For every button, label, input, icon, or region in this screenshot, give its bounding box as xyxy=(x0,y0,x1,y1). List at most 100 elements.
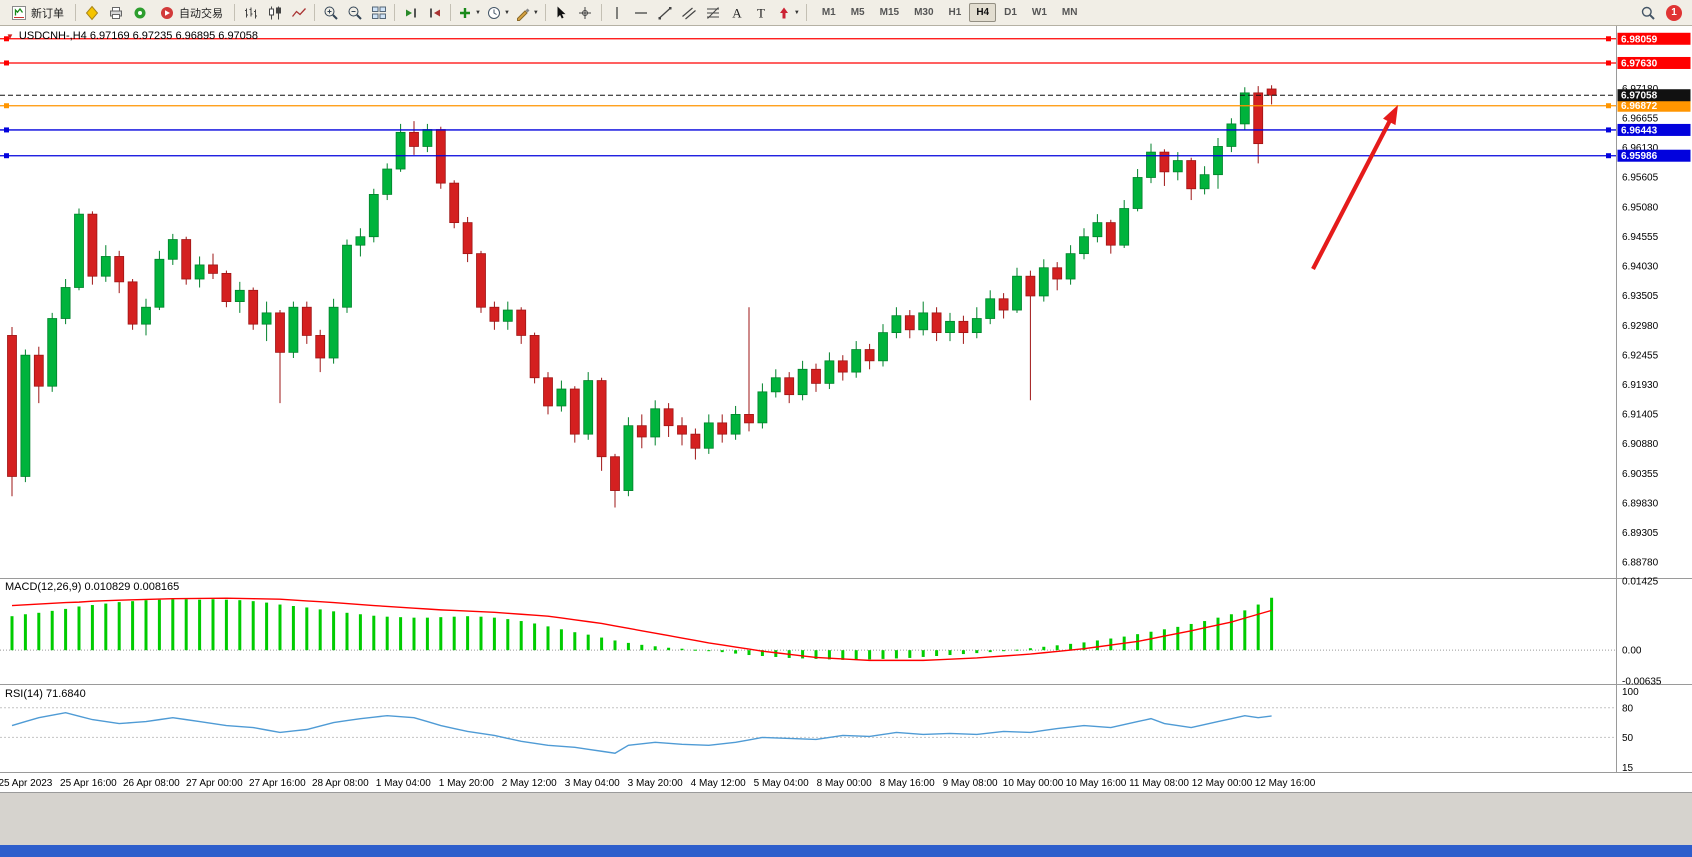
timeframe-M5[interactable]: M5 xyxy=(844,3,872,22)
timeframe-M30[interactable]: M30 xyxy=(907,3,940,22)
macd-histogram-bar xyxy=(626,642,630,651)
candle-body xyxy=(194,264,205,280)
candle-body xyxy=(1132,177,1143,209)
horizontal-line-object[interactable]: 6.96872 xyxy=(0,99,1691,113)
price-axis: 6.971806.966556.961306.956056.950806.945… xyxy=(1622,84,1659,569)
macd-histogram-bar xyxy=(774,650,778,657)
autotrading-button[interactable]: 自动交易 xyxy=(152,2,230,23)
crosshair-icon xyxy=(577,5,593,21)
horizontal-line-object[interactable]: 6.95986 xyxy=(0,149,1691,162)
macd-histogram-bar xyxy=(479,616,483,651)
taskbar[interactable] xyxy=(0,845,1692,857)
candle-body xyxy=(275,312,285,353)
timeframe-M15[interactable]: M15 xyxy=(873,3,906,22)
alerts-button[interactable] xyxy=(128,2,151,23)
macd-histogram-bar xyxy=(1243,610,1247,651)
bid-price-line: 6.97058 xyxy=(0,89,1691,102)
fibonacci-button[interactable] xyxy=(702,2,725,23)
templates-button[interactable]: ▼ xyxy=(513,2,541,23)
print-preview-button[interactable] xyxy=(104,2,127,23)
arrows-icon xyxy=(776,5,792,21)
macd-histogram-bar xyxy=(559,629,563,651)
crosshair-button[interactable] xyxy=(574,2,597,23)
bar-chart-button[interactable] xyxy=(239,2,262,23)
line-handle[interactable] xyxy=(1606,36,1611,42)
auto-scroll-button[interactable] xyxy=(399,2,422,23)
horizontal-line-button[interactable] xyxy=(630,2,653,23)
line-handle[interactable] xyxy=(4,60,9,66)
svg-text:15: 15 xyxy=(1622,763,1634,774)
price-tag xyxy=(1617,123,1691,136)
svg-text:6.96872: 6.96872 xyxy=(1621,101,1658,112)
vertical-line-icon xyxy=(609,5,625,21)
cursor-button[interactable] xyxy=(550,2,573,23)
trend-arrow-annotation[interactable] xyxy=(1311,105,1398,270)
chart-shift-button[interactable] xyxy=(423,2,446,23)
timeframe-H4[interactable]: H4 xyxy=(969,3,997,22)
vertical-line-button[interactable] xyxy=(606,2,629,23)
macd-histogram-bar xyxy=(412,617,416,651)
line-handle[interactable] xyxy=(4,127,9,133)
timeframe-M1[interactable]: M1 xyxy=(815,3,843,22)
timeframe-H1[interactable]: H1 xyxy=(942,3,969,22)
timeframe-D1[interactable]: D1 xyxy=(997,3,1024,22)
zoom-in-button[interactable] xyxy=(319,2,342,23)
line-handle[interactable] xyxy=(1606,127,1611,133)
line-handle[interactable] xyxy=(1606,103,1611,109)
horizontal-line-object[interactable]: 6.97630 xyxy=(0,56,1691,70)
svg-text:6.96443: 6.96443 xyxy=(1621,125,1658,136)
notification-badge[interactable]: 1 xyxy=(1666,4,1682,21)
macd-histogram-bar xyxy=(50,610,54,651)
candle-body xyxy=(315,335,326,359)
time-tick-label: 10 May 16:00 xyxy=(1066,778,1127,789)
time-tick-label: 1 May 04:00 xyxy=(376,778,431,789)
toolbar-right: 1 xyxy=(1636,2,1688,23)
candle-body xyxy=(248,289,259,325)
timeframe-MN[interactable]: MN xyxy=(1055,3,1085,22)
horizontal-line-object[interactable]: 6.98059 xyxy=(0,32,1691,46)
candle-body xyxy=(100,256,111,277)
candle-body xyxy=(449,182,460,224)
search-button[interactable] xyxy=(1636,2,1659,23)
candle-body xyxy=(583,380,594,435)
line-handle[interactable] xyxy=(4,36,9,42)
line-handle[interactable] xyxy=(1606,60,1611,66)
text-button[interactable]: A xyxy=(726,2,749,23)
tile-windows-icon xyxy=(371,5,387,21)
chart-canvas[interactable]: 6.971806.966556.961306.956056.950806.945… xyxy=(0,26,1692,846)
metaeditor-button[interactable] xyxy=(80,2,103,23)
candle-body xyxy=(851,349,862,373)
macd-histogram-bar xyxy=(23,614,27,651)
channel-button[interactable] xyxy=(678,2,701,23)
line-chart-button[interactable] xyxy=(287,2,310,23)
timeframe-W1[interactable]: W1 xyxy=(1025,3,1054,22)
macd-histogram-bar xyxy=(533,623,537,651)
horizontal-line-object[interactable]: 6.96443 xyxy=(0,123,1691,137)
toolbar-separator xyxy=(75,4,76,21)
macd-histogram-bar xyxy=(452,616,456,651)
time-axis: 25 Apr 2023 25 Apr 16:00 26 Apr 08:00 27 Ap… xyxy=(0,778,1316,789)
zoom-out-button[interactable] xyxy=(343,2,366,23)
rsi-line xyxy=(11,711,1272,754)
toolbar-separator xyxy=(544,4,546,21)
line-handle[interactable] xyxy=(1606,153,1611,159)
macd-histogram-bar xyxy=(653,646,657,651)
trendline-button[interactable] xyxy=(654,2,677,23)
indicators-button[interactable]: ▼ xyxy=(455,2,483,23)
time-tick-label: 28 Apr 08:00 xyxy=(312,778,369,789)
candle-body xyxy=(328,306,339,359)
fibonacci-icon xyxy=(705,5,721,21)
text-label-button[interactable]: T xyxy=(750,2,773,23)
line-handle[interactable] xyxy=(4,103,9,109)
tile-windows-button[interactable] xyxy=(367,2,390,23)
candlestick-chart-button[interactable] xyxy=(263,2,286,23)
arrows-button[interactable]: ▼ xyxy=(774,2,802,23)
line-handle[interactable] xyxy=(4,153,9,159)
new-order-button[interactable]: 新订单 xyxy=(4,2,71,23)
cursor-icon xyxy=(553,5,569,21)
macd-histogram-bar xyxy=(667,647,671,651)
macd-histogram-bar xyxy=(318,609,322,651)
candle-body xyxy=(677,425,687,435)
periods-button[interactable]: ▼ xyxy=(484,2,512,23)
svg-text:6.98059: 6.98059 xyxy=(1621,34,1658,45)
